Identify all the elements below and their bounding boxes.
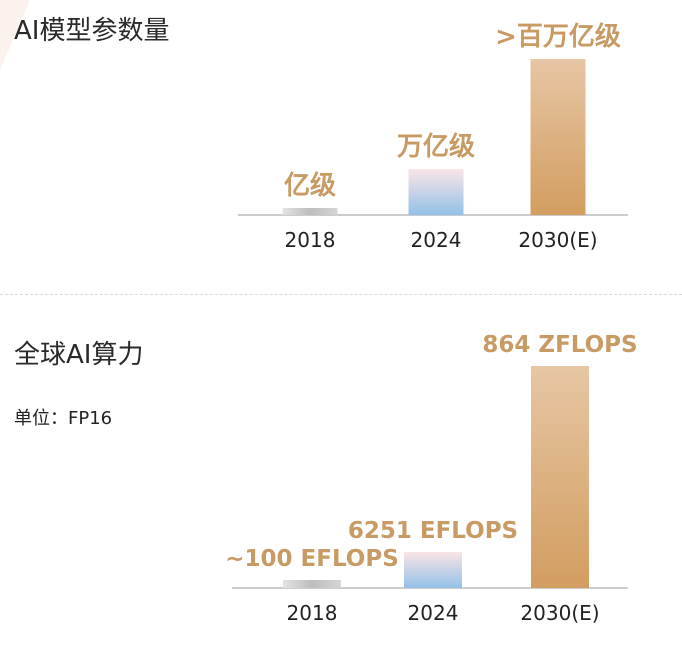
data-label: 864 ZFLOPS — [482, 332, 637, 358]
chart-title-parameters: AI模型参数量 — [14, 16, 170, 46]
bar-2030e — [530, 59, 586, 215]
bar-2024 — [408, 169, 464, 215]
bar-2024 — [404, 552, 462, 588]
bar-2030e — [531, 366, 589, 588]
x-tick-label: 2030(E) — [520, 601, 599, 625]
bar-2018 — [282, 208, 338, 215]
x-tick-label: 2024 — [411, 228, 462, 252]
section-divider — [0, 294, 682, 295]
data-label: ~100 EFLOPS — [225, 546, 399, 572]
data-label: >百万亿级 — [495, 21, 621, 52]
chart-subtitle-unit: 单位：FP16 — [14, 408, 113, 429]
bar-2018 — [283, 580, 341, 588]
data-label: 亿级 — [284, 170, 336, 201]
data-label: 6251 EFLOPS — [348, 518, 518, 544]
x-tick-label: 2024 — [408, 601, 459, 625]
corner-decoration — [0, 0, 30, 70]
x-tick-label: 2018 — [285, 228, 336, 252]
data-label: 万亿级 — [397, 131, 475, 162]
x-tick-label: 2030(E) — [518, 228, 597, 252]
chart-title-compute: 全球AI算力 — [14, 340, 144, 370]
x-tick-label: 2018 — [287, 601, 338, 625]
